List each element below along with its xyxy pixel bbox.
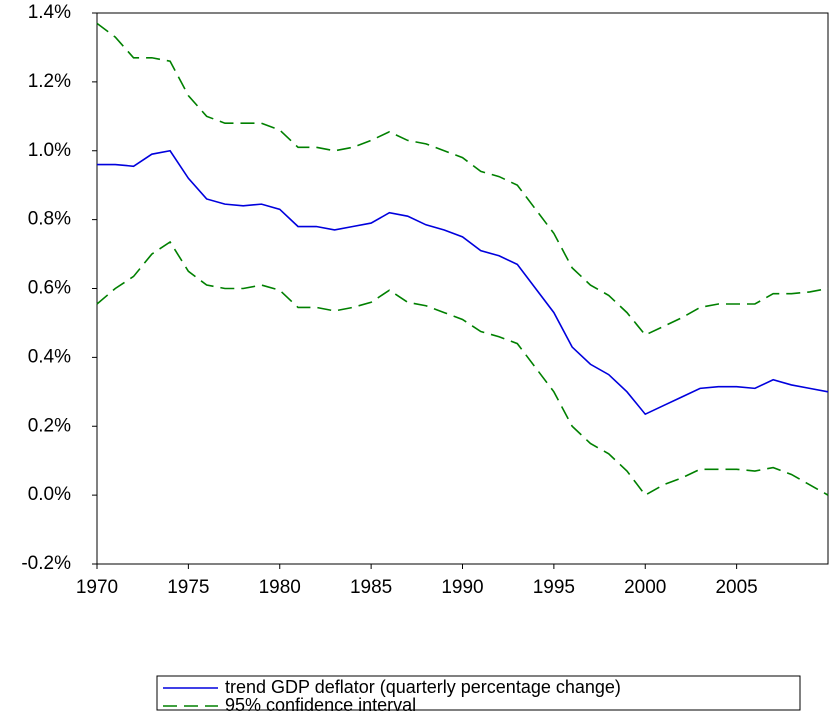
y-tick-label: 1.4% xyxy=(28,2,71,23)
x-tick-label: 1995 xyxy=(533,577,575,598)
x-tick-label: 1980 xyxy=(259,577,301,598)
x-tick-label: 1975 xyxy=(167,577,209,598)
line xyxy=(96,22,829,336)
x-tick-label: 1985 xyxy=(350,577,392,598)
y-tick-label: 0.2% xyxy=(28,415,71,436)
line xyxy=(96,240,829,497)
legend-label: trend GDP deflator (quarterly percentage… xyxy=(225,677,621,697)
line xyxy=(97,149,829,416)
plot-frame xyxy=(96,12,829,565)
x-tick-label: 2005 xyxy=(715,577,757,598)
x-tick-label: 1990 xyxy=(441,577,483,598)
x-tick-label: 1970 xyxy=(76,577,118,598)
y-tick-label: 0.8% xyxy=(28,209,71,230)
x-tick-label: 2000 xyxy=(624,577,666,598)
y-tick-label: 0.0% xyxy=(28,484,71,505)
legend-box xyxy=(156,675,801,711)
y-tick-label: -0.2% xyxy=(21,553,71,574)
y-tick-label: 0.6% xyxy=(28,278,71,299)
legend-label: 95% confidence interval xyxy=(225,695,416,715)
y-tick-label: 0.4% xyxy=(28,346,71,367)
y-tick-label: 1.2% xyxy=(28,71,71,92)
y-tick-label: 1.0% xyxy=(28,140,71,161)
